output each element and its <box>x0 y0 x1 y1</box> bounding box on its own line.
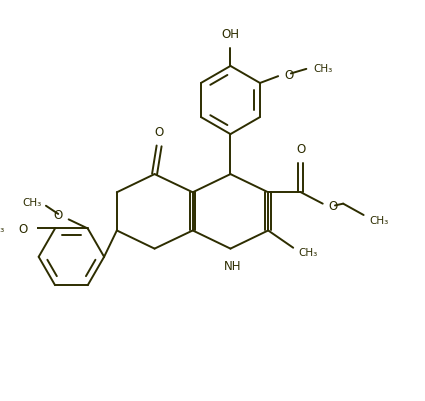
Text: O: O <box>329 200 338 213</box>
Text: CH₃: CH₃ <box>0 224 4 234</box>
Text: O: O <box>53 209 62 222</box>
Text: CH₃: CH₃ <box>314 64 333 74</box>
Text: OH: OH <box>221 28 239 41</box>
Text: CH₃: CH₃ <box>22 198 41 208</box>
Text: O: O <box>19 223 28 235</box>
Text: CH₃: CH₃ <box>299 248 318 257</box>
Text: O: O <box>296 143 306 156</box>
Text: CH₃: CH₃ <box>369 215 388 225</box>
Text: O: O <box>284 69 294 82</box>
Text: NH: NH <box>224 259 241 272</box>
Text: O: O <box>154 126 164 139</box>
